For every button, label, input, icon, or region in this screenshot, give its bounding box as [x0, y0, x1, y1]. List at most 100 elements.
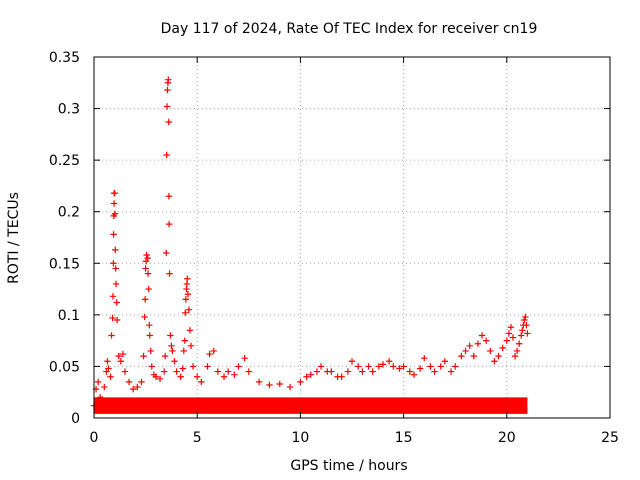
data-point: [147, 347, 154, 355]
data-point: [385, 358, 393, 365]
y-axis-title: ROTI / TECUs: [6, 192, 22, 284]
data-point: [145, 285, 152, 293]
data-point: [452, 363, 459, 370]
data-point: [179, 365, 186, 372]
data-point: [166, 270, 173, 277]
data-point: [524, 330, 531, 337]
data-point: [140, 352, 147, 360]
data-point: [474, 340, 482, 347]
data-point: [297, 378, 304, 386]
data-point: [519, 327, 526, 334]
data-point: [156, 375, 164, 383]
data-point: [441, 358, 449, 365]
data-point: [491, 358, 498, 365]
data-point: [400, 363, 407, 370]
y-tick-label: 0.2: [58, 205, 80, 221]
data-point: [359, 368, 366, 375]
data-point: [148, 363, 155, 370]
data-point: [344, 368, 352, 375]
x-tick-label: 10: [291, 430, 309, 446]
data-point: [121, 368, 129, 375]
data-point: [375, 363, 383, 370]
data-point: [152, 373, 160, 380]
data-point: [141, 313, 148, 321]
data-point: [187, 342, 195, 349]
data-point: [109, 314, 116, 322]
noise-band-layer: [94, 397, 528, 414]
data-point: [348, 358, 356, 365]
data-point: [163, 249, 170, 257]
noise-band: [94, 397, 528, 414]
data-point: [511, 352, 519, 360]
data-point: [220, 373, 228, 380]
data-point: [369, 368, 376, 375]
data-point: [462, 347, 469, 355]
data-point: [113, 316, 121, 324]
data-point: [181, 337, 189, 344]
data-point: [189, 363, 197, 370]
data-point: [523, 321, 530, 329]
data-point: [117, 358, 125, 365]
data-point: [390, 363, 397, 370]
data-point: [495, 352, 502, 360]
x-tick-label: 5: [193, 430, 202, 446]
data-point: [184, 291, 192, 298]
data-point: [255, 378, 263, 386]
data-point: [487, 347, 494, 355]
data-point: [142, 265, 149, 272]
data-point: [180, 347, 187, 355]
data-point: [447, 368, 455, 375]
data-point: [112, 280, 120, 288]
data-point: [421, 354, 428, 362]
data-point: [482, 337, 490, 344]
data-point: [163, 151, 170, 159]
data-point: [177, 373, 184, 380]
chart-title: Day 117 of 2024, Rate Of TEC Index for r…: [161, 21, 538, 37]
data-point: [173, 368, 180, 375]
data-point: [130, 385, 137, 393]
data-point: [286, 383, 294, 391]
data-point: [171, 358, 178, 365]
data-point: [522, 313, 529, 321]
data-point: [515, 340, 523, 347]
y-tick-label: 0: [71, 411, 80, 427]
data-point: [144, 254, 151, 262]
data-point: [303, 373, 310, 380]
data-point: [458, 352, 465, 360]
data-point: [194, 373, 201, 380]
data-point: [204, 363, 211, 370]
data-point: [245, 368, 252, 375]
data-point: [466, 342, 473, 349]
data-point: [138, 378, 145, 386]
data-point: [503, 337, 510, 344]
data-point: [115, 352, 122, 360]
data-point: [110, 231, 117, 238]
y-tick-label: 0.3: [58, 102, 80, 118]
data-points: [90, 76, 531, 409]
data-point: [141, 296, 149, 303]
data-point: [505, 330, 513, 337]
data-point: [182, 309, 189, 316]
data-point: [146, 332, 153, 339]
data-point: [224, 368, 232, 375]
data-point: [162, 352, 169, 360]
axis-ticks: [93, 56, 611, 419]
data-point: [276, 380, 283, 388]
data-point: [99, 396, 106, 403]
data-point: [105, 365, 112, 372]
data-point: [167, 332, 174, 339]
x-tick-label: 15: [395, 430, 413, 446]
data-point: [307, 371, 314, 378]
data-point: [478, 332, 486, 339]
data-point: [206, 350, 213, 358]
data-point: [160, 368, 168, 375]
data-point: [185, 306, 193, 313]
data-point: [214, 368, 222, 375]
y-tick-label: 0.15: [49, 256, 80, 272]
data-point: [313, 368, 321, 375]
data-point: [509, 334, 517, 341]
data-point: [266, 381, 273, 389]
data-point: [111, 210, 119, 217]
data-point: [164, 86, 171, 94]
